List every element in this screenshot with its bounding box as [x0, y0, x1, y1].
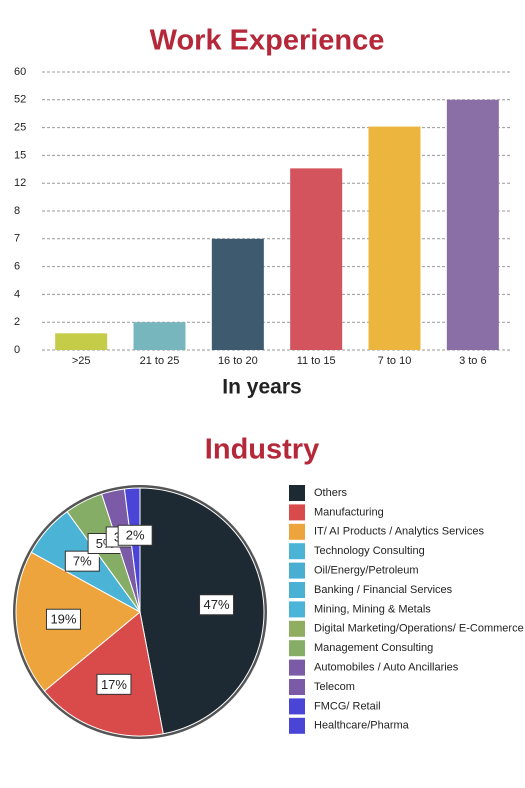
data-label: 17% — [101, 677, 127, 692]
legend-swatch — [289, 640, 305, 657]
y-tick-label: 7 — [14, 233, 20, 245]
label-box — [117, 524, 153, 546]
legend-swatch — [289, 485, 305, 501]
legend-label: Digital Marketing/Operations/ E-Commerce — [314, 623, 524, 635]
label-box — [64, 550, 100, 572]
legend-swatch — [289, 717, 305, 734]
y-tick-label: 25 — [14, 122, 26, 134]
legend-swatch — [289, 504, 305, 521]
x-axis-title: In years — [222, 376, 301, 399]
legend-swatch — [289, 659, 305, 676]
x-tick-label: 16 to 20 — [218, 355, 258, 367]
y-tick-label: 2 — [14, 316, 20, 328]
x-tick-label: 7 to 10 — [378, 355, 412, 367]
bar — [55, 333, 108, 350]
legend-label: Banking / Financial Services — [314, 584, 453, 596]
legend-swatch — [289, 582, 305, 598]
y-tick-label: 4 — [14, 288, 20, 300]
legend-label: Healthcare/Pharma — [314, 720, 410, 732]
legend-label: Management Consulting — [314, 642, 433, 654]
y-tick-label: 12 — [14, 177, 26, 189]
legend-swatch — [289, 601, 305, 618]
label-box — [199, 594, 235, 616]
data-label: 19% — [50, 612, 76, 627]
data-label: 47% — [204, 597, 230, 612]
y-tick-label: 52 — [14, 94, 26, 106]
bar — [133, 322, 186, 350]
data-label: 2% — [126, 528, 145, 543]
legend-swatch — [289, 523, 305, 540]
legend-label: FMCG/ Retail — [314, 700, 381, 712]
x-tick-label: 21 to 25 — [140, 355, 180, 367]
legend-swatch — [289, 679, 305, 695]
bar — [211, 238, 264, 350]
legend-label: Mining, Mining & Metals — [314, 603, 431, 615]
x-tick-label: 3 to 6 — [459, 355, 487, 367]
bar — [368, 126, 421, 350]
legend-swatch — [289, 620, 305, 637]
label-box — [96, 673, 132, 695]
legend-label: IT/ AI Products / Analytics Services — [314, 526, 484, 538]
y-tick-label: 60 — [14, 66, 26, 78]
label-box — [45, 608, 81, 630]
x-tick-label: 11 to 15 — [297, 355, 336, 367]
y-tick-label: 8 — [14, 205, 20, 217]
chart-title: Work Experience — [150, 25, 385, 57]
legend-swatch — [289, 562, 305, 579]
legend-label: Technology Consulting — [314, 545, 425, 557]
legend-label: Manufacturing — [314, 506, 384, 518]
legend-label: Others — [314, 487, 348, 499]
data-label: 7% — [73, 554, 92, 569]
legend-label: Automobiles / Auto Ancillaries — [314, 662, 459, 674]
legend-label: Telecom — [314, 681, 355, 693]
x-tick-label: >25 — [72, 355, 91, 367]
legend-swatch — [289, 698, 305, 715]
chart-title: Industry — [205, 434, 319, 466]
pie-slice — [123, 487, 141, 613]
legend-swatch — [289, 543, 305, 560]
legend-label: Oil/Energy/Petroleum — [314, 565, 419, 577]
y-tick-label: 6 — [14, 261, 20, 273]
y-tick-label: 15 — [14, 149, 26, 161]
bar — [290, 168, 343, 350]
y-tick-label: 0 — [14, 344, 20, 356]
bar — [446, 99, 499, 350]
